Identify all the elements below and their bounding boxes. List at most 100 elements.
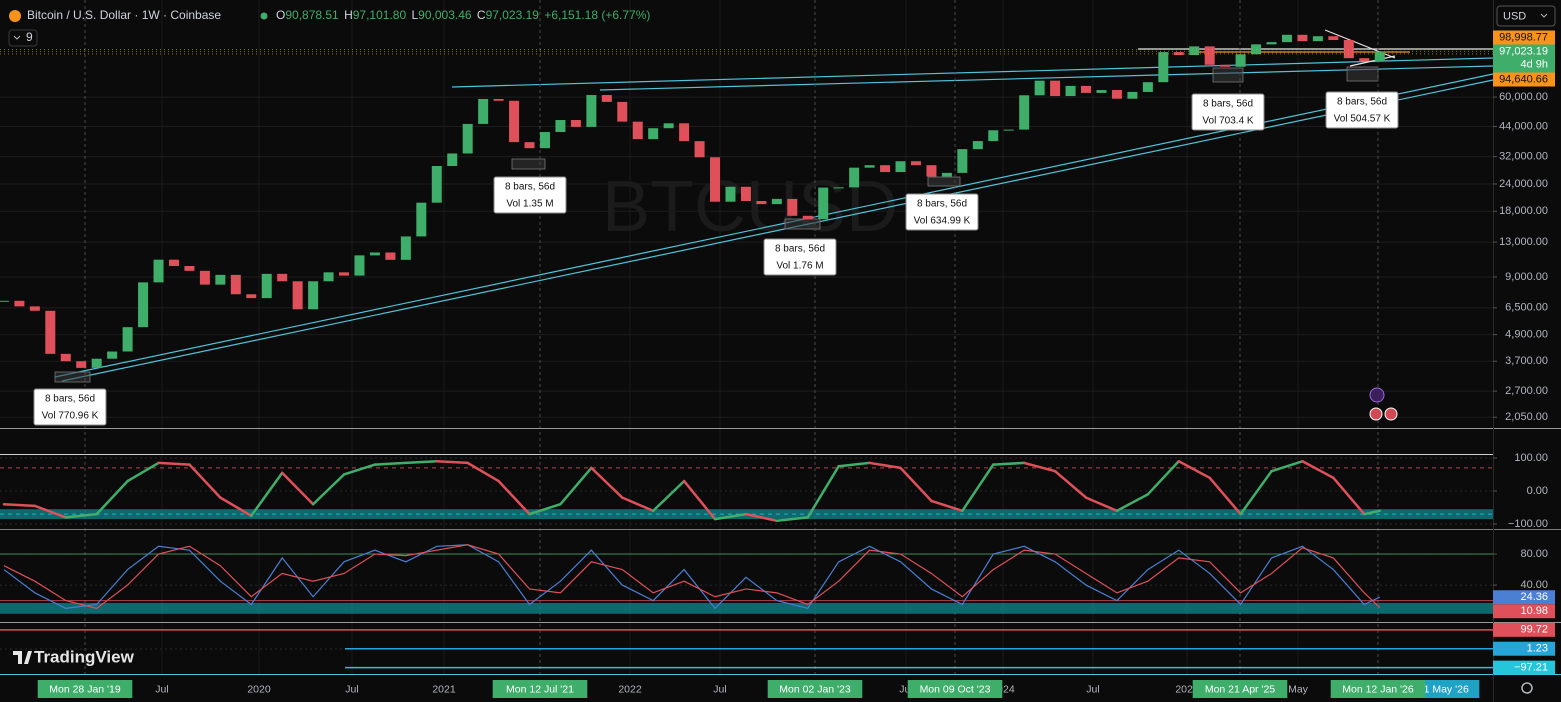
- event-icon[interactable]: [1384, 407, 1398, 421]
- x-tick-label: 2021: [432, 683, 456, 695]
- candle: [524, 142, 535, 149]
- candle: [972, 141, 983, 150]
- candle: [570, 120, 581, 127]
- annotation-box: [1325, 91, 1399, 129]
- settings[interactable]: [1521, 682, 1533, 694]
- oscillator-line: [404, 460, 439, 465]
- oscillator-line: [837, 461, 871, 468]
- indicators-toggle[interactable]: [8, 29, 38, 47]
- annotation-box: [905, 193, 979, 231]
- candle: [323, 272, 334, 282]
- annotation-bars: 8 bars, 56d: [505, 182, 555, 193]
- candle: [416, 202, 427, 237]
- candle: [833, 187, 844, 189]
- y-tick-label: 18,000.00: [1499, 205, 1548, 217]
- price-axis: 60,000.00 44,000.00 32,000.00 24,000.00 18,0…: [1493, 30, 1555, 675]
- currency-button[interactable]: [1496, 5, 1556, 27]
- ohlc-value: 90,003.46: [418, 8, 472, 22]
- x-tick-label: May: [1288, 683, 1309, 695]
- annotation-box: [493, 176, 567, 214]
- y-tick-label: 2,700.00: [1505, 385, 1548, 397]
- x-tick-label: 2020: [247, 683, 271, 695]
- price-tag: 94,640.66: [1499, 73, 1548, 85]
- settings-icon[interactable]: [1521, 682, 1533, 694]
- series-line: [3, 544, 1381, 610]
- candle: [679, 123, 690, 142]
- oscillator-line: [1208, 476, 1242, 516]
- oscillator-line: [219, 496, 253, 518]
- oscillator-line: [1022, 461, 1057, 473]
- oscillator-line: [2, 502, 37, 508]
- candle: [1328, 36, 1339, 41]
- candle: [1266, 42, 1277, 45]
- candle: [632, 121, 643, 140]
- oscillator-line: [1301, 460, 1335, 480]
- candle: [880, 165, 891, 173]
- y-tick-label: 2,050.00: [1505, 411, 1548, 423]
- candle: [849, 167, 860, 188]
- annotation-bars: 8 bars, 56d: [45, 394, 95, 405]
- candle: [431, 166, 442, 203]
- value-tag: −97.21: [1514, 662, 1548, 674]
- candle: [1220, 64, 1231, 67]
- candle: [617, 101, 628, 122]
- candle: [1297, 34, 1308, 42]
- candle: [1111, 90, 1122, 99]
- indicator-count: 9: [26, 30, 33, 44]
- candle: [493, 98, 504, 101]
- currency: USD: [1503, 10, 1526, 22]
- oscillator-line: [64, 512, 98, 519]
- annotations: 8 bars, 56d Vol 770.96 K 8 bars, 56d Vol 1.…: [33, 91, 1399, 426]
- candle: [787, 198, 798, 216]
- y-tick-label: 24,000.00: [1499, 178, 1548, 190]
- event-icon[interactable]: [1369, 387, 1385, 403]
- candle: [45, 310, 56, 354]
- oscillator-line: [621, 496, 655, 513]
- candle: [509, 100, 520, 143]
- candle: [14, 300, 25, 307]
- oscillator-line: [373, 461, 408, 466]
- candle: [1003, 129, 1014, 131]
- candle: [230, 274, 241, 295]
- candle: [1189, 46, 1200, 56]
- candle: [215, 274, 226, 285]
- candle: [756, 201, 767, 205]
- logo-mark: [13, 651, 32, 664]
- event-icon[interactable]: [1369, 407, 1383, 421]
- price-tag: 97,023.19: [1499, 45, 1548, 57]
- candle: [725, 186, 736, 202]
- oscillator-line: [250, 471, 284, 518]
- candle: [400, 236, 411, 260]
- ohlc-value: 97,101.80: [353, 8, 407, 22]
- time-tag: Mon 12 Jan '26: [1342, 683, 1414, 695]
- candle: [1065, 85, 1076, 97]
- value-tag: 24.36: [1520, 591, 1548, 603]
- annotation-box: [763, 238, 837, 276]
- currency-selector[interactable]: USD: [1496, 5, 1556, 27]
- oscillator-line: [95, 479, 129, 516]
- time-tag-box: [767, 680, 863, 698]
- candle: [1034, 80, 1045, 96]
- oscillator-line: [33, 504, 68, 519]
- candle: [292, 281, 303, 310]
- oscillator-line: [1363, 509, 1381, 516]
- oscillator-line: [992, 461, 1026, 466]
- ohlc-value: 90,878.51: [285, 8, 339, 22]
- oscillator-line: [651, 479, 686, 513]
- candle: [663, 123, 674, 129]
- ohlc-key: O: [276, 8, 285, 22]
- value-tag: 99.72: [1520, 624, 1548, 636]
- candle: [354, 255, 365, 276]
- x-tick-label: Jul: [1086, 683, 1099, 695]
- candle: [1374, 51, 1385, 62]
- chevron: [13, 35, 21, 40]
- oscillator-line: [466, 461, 500, 483]
- candle: [1281, 34, 1292, 43]
- candle: [153, 259, 164, 283]
- value-tag: 10.98: [1520, 605, 1548, 617]
- oscillator-line: [497, 479, 531, 516]
- candle: [941, 172, 952, 177]
- value-tag-box: [1493, 590, 1555, 605]
- candle: [199, 270, 210, 285]
- y-tick-label: −100.00: [1508, 518, 1548, 530]
